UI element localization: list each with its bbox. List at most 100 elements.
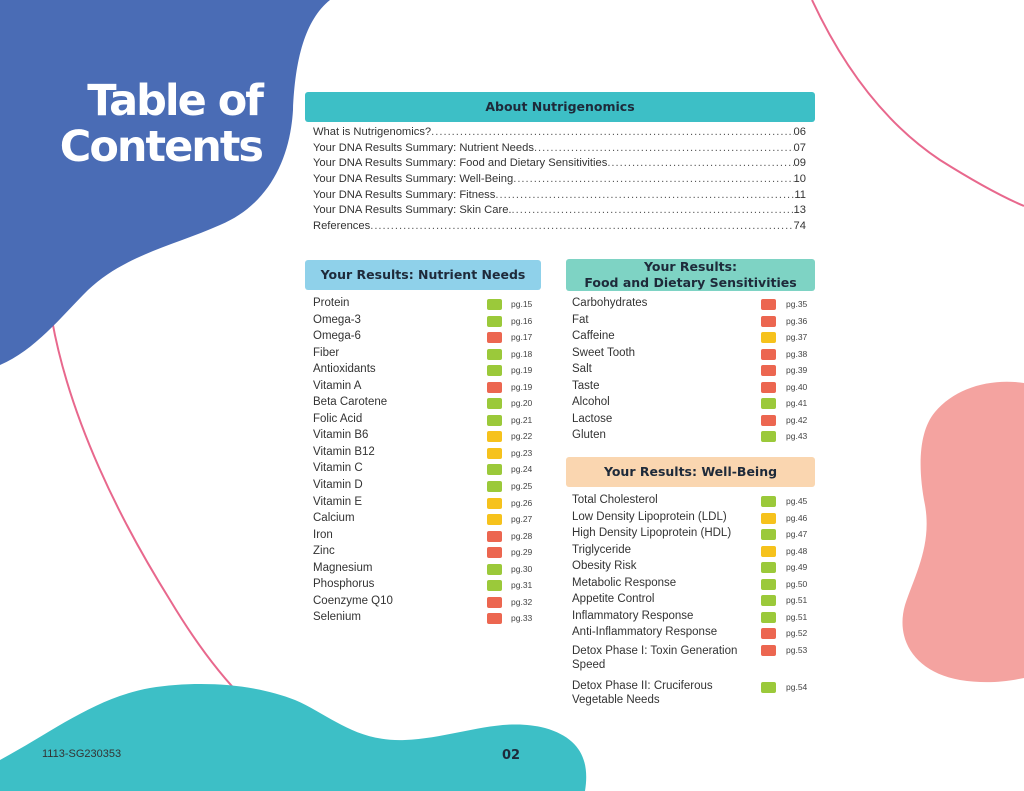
status-indicator-yellow [761, 332, 776, 344]
status-indicator-red [487, 547, 502, 559]
result-page: pg.37 [786, 332, 808, 343]
result-name: Omega-6 [313, 330, 361, 343]
result-page: pg.32 [511, 596, 533, 607]
status-indicator-green [761, 431, 776, 443]
result-page: pg.46 [786, 512, 808, 523]
result-row: Taste pg.40 [572, 379, 812, 396]
toc-entry-label: Your DNA Results Summary: Food and Dieta… [313, 157, 608, 170]
result-name: Obesity Risk [572, 560, 637, 573]
toc-entry-label: Your DNA Results Summary: Well-Being [313, 173, 514, 186]
result-name: Vitamin E [313, 495, 363, 508]
well-being-header: Your Results: Well-Being [566, 457, 815, 487]
status-indicator-red [487, 530, 502, 542]
result-name: High Density Lipoprotein (HDL) [572, 527, 732, 540]
toc-entry: References 74 [313, 220, 806, 236]
status-indicator-green [487, 315, 502, 327]
result-name: Calcium [313, 512, 355, 525]
status-indicator-green [487, 563, 502, 575]
result-page: pg.19 [511, 381, 533, 392]
status-indicator-green [487, 398, 502, 410]
status-indicator-red [487, 332, 502, 344]
result-page: pg.31 [511, 580, 533, 591]
result-page: pg.20 [511, 398, 533, 409]
status-indicator-green [487, 365, 502, 377]
status-indicator-yellow [487, 447, 502, 459]
blue-blob [0, 0, 330, 365]
status-indicator-green [761, 398, 776, 410]
toc-entry: Your DNA Results Summary: Food and Dieta… [313, 157, 806, 173]
pink-curve-left [51, 319, 246, 701]
result-page: pg.19 [511, 365, 533, 376]
result-row: Omega-3 pg.16 [313, 313, 537, 330]
result-name: Caffeine [572, 330, 615, 343]
well-being-list: Total Cholesterol pg.45 Low Density Lipopr… [572, 493, 812, 707]
toc-leader-dots [495, 189, 794, 201]
result-page: pg.23 [511, 447, 533, 458]
result-page: pg.49 [786, 562, 808, 573]
result-row: Vitamin E pg.26 [313, 495, 537, 512]
result-page: pg.53 [786, 644, 808, 655]
food-header-line-1: Your Results: [643, 259, 738, 274]
result-row: Vitamin A pg.19 [313, 379, 537, 396]
status-indicator-green [761, 562, 776, 574]
toc-entry: Your DNA Results Summary: Nutrient Needs… [313, 142, 806, 158]
result-row: Magnesium pg.30 [313, 561, 537, 578]
result-name: Inflammatory Response [572, 609, 694, 622]
status-indicator-green [761, 578, 776, 590]
result-page: pg.40 [786, 381, 808, 392]
result-page: pg.35 [786, 299, 808, 309]
result-name: Antioxidants [313, 363, 376, 376]
toc-entry-label: References [313, 220, 371, 233]
result-name: Detox Phase I: Toxin Generation Speed [572, 644, 738, 671]
status-indicator-yellow [761, 512, 776, 524]
toc-entry-label: Your DNA Results Summary: Nutrient Needs [313, 141, 534, 154]
result-page: pg.51 [786, 611, 808, 622]
result-name: Omega-3 [313, 313, 361, 326]
result-name: Vitamin B12 [313, 445, 375, 458]
result-name: Alcohol [572, 396, 610, 409]
result-name: Coenzyme Q10 [313, 594, 393, 607]
result-page: pg.24 [511, 464, 533, 475]
result-name: Appetite Control [572, 593, 655, 606]
toc-leader-dots [534, 142, 794, 154]
status-indicator-green [761, 595, 776, 607]
result-name: Anti-Inflammatory Response [572, 626, 718, 639]
result-page: pg.48 [786, 545, 808, 556]
status-indicator-red [761, 644, 776, 656]
toc-leader-dots [607, 157, 793, 169]
result-page: pg.30 [511, 563, 533, 574]
result-name: Gluten [572, 429, 606, 442]
result-row: Detox Phase I: Toxin Generation Speed pg.… [572, 642, 812, 675]
result-row: Zinc pg.29 [313, 544, 537, 561]
toc-list: What is Nutrigenomics? 06 Your DNA Results… [313, 126, 806, 236]
result-row: Fat pg.36 [572, 313, 812, 330]
result-page: pg.22 [511, 431, 533, 442]
result-name: Vitamin C [313, 462, 363, 475]
status-indicator-green [487, 299, 502, 310]
toc-entry: Your DNA Results Summary: Well-Being 10 [313, 173, 806, 189]
result-page: pg.16 [511, 315, 533, 326]
result-name: Salt [572, 363, 592, 376]
result-row: Metabolic Response pg.50 [572, 576, 812, 593]
status-indicator-green [487, 464, 502, 476]
result-page: pg.21 [511, 414, 533, 425]
result-row: Calcium pg.27 [313, 511, 537, 528]
result-page: pg.17 [511, 332, 533, 343]
result-row: Sweet Tooth pg.38 [572, 346, 812, 363]
pink-blob [902, 381, 1024, 683]
result-row: Vitamin D pg.25 [313, 478, 537, 495]
result-page: pg.25 [511, 481, 533, 492]
nutrient-needs-header: Your Results: Nutrient Needs [305, 260, 541, 290]
result-row: Antioxidants pg.19 [313, 362, 537, 379]
toc-leader-dots [431, 126, 793, 138]
result-row: Obesity Risk pg.49 [572, 559, 812, 576]
result-row: Coenzyme Q10 pg.32 [313, 594, 537, 611]
result-row: Selenium pg.33 [313, 610, 537, 627]
toc-entry: Your DNA Results Summary: Fitness 11 [313, 189, 806, 205]
toc-entry-page: 06 [793, 126, 806, 138]
result-row: Vitamin B12 pg.23 [313, 445, 537, 462]
page-title-line-2: Contents [59, 122, 264, 172]
status-indicator-red [761, 365, 776, 377]
status-indicator-red [761, 348, 776, 360]
